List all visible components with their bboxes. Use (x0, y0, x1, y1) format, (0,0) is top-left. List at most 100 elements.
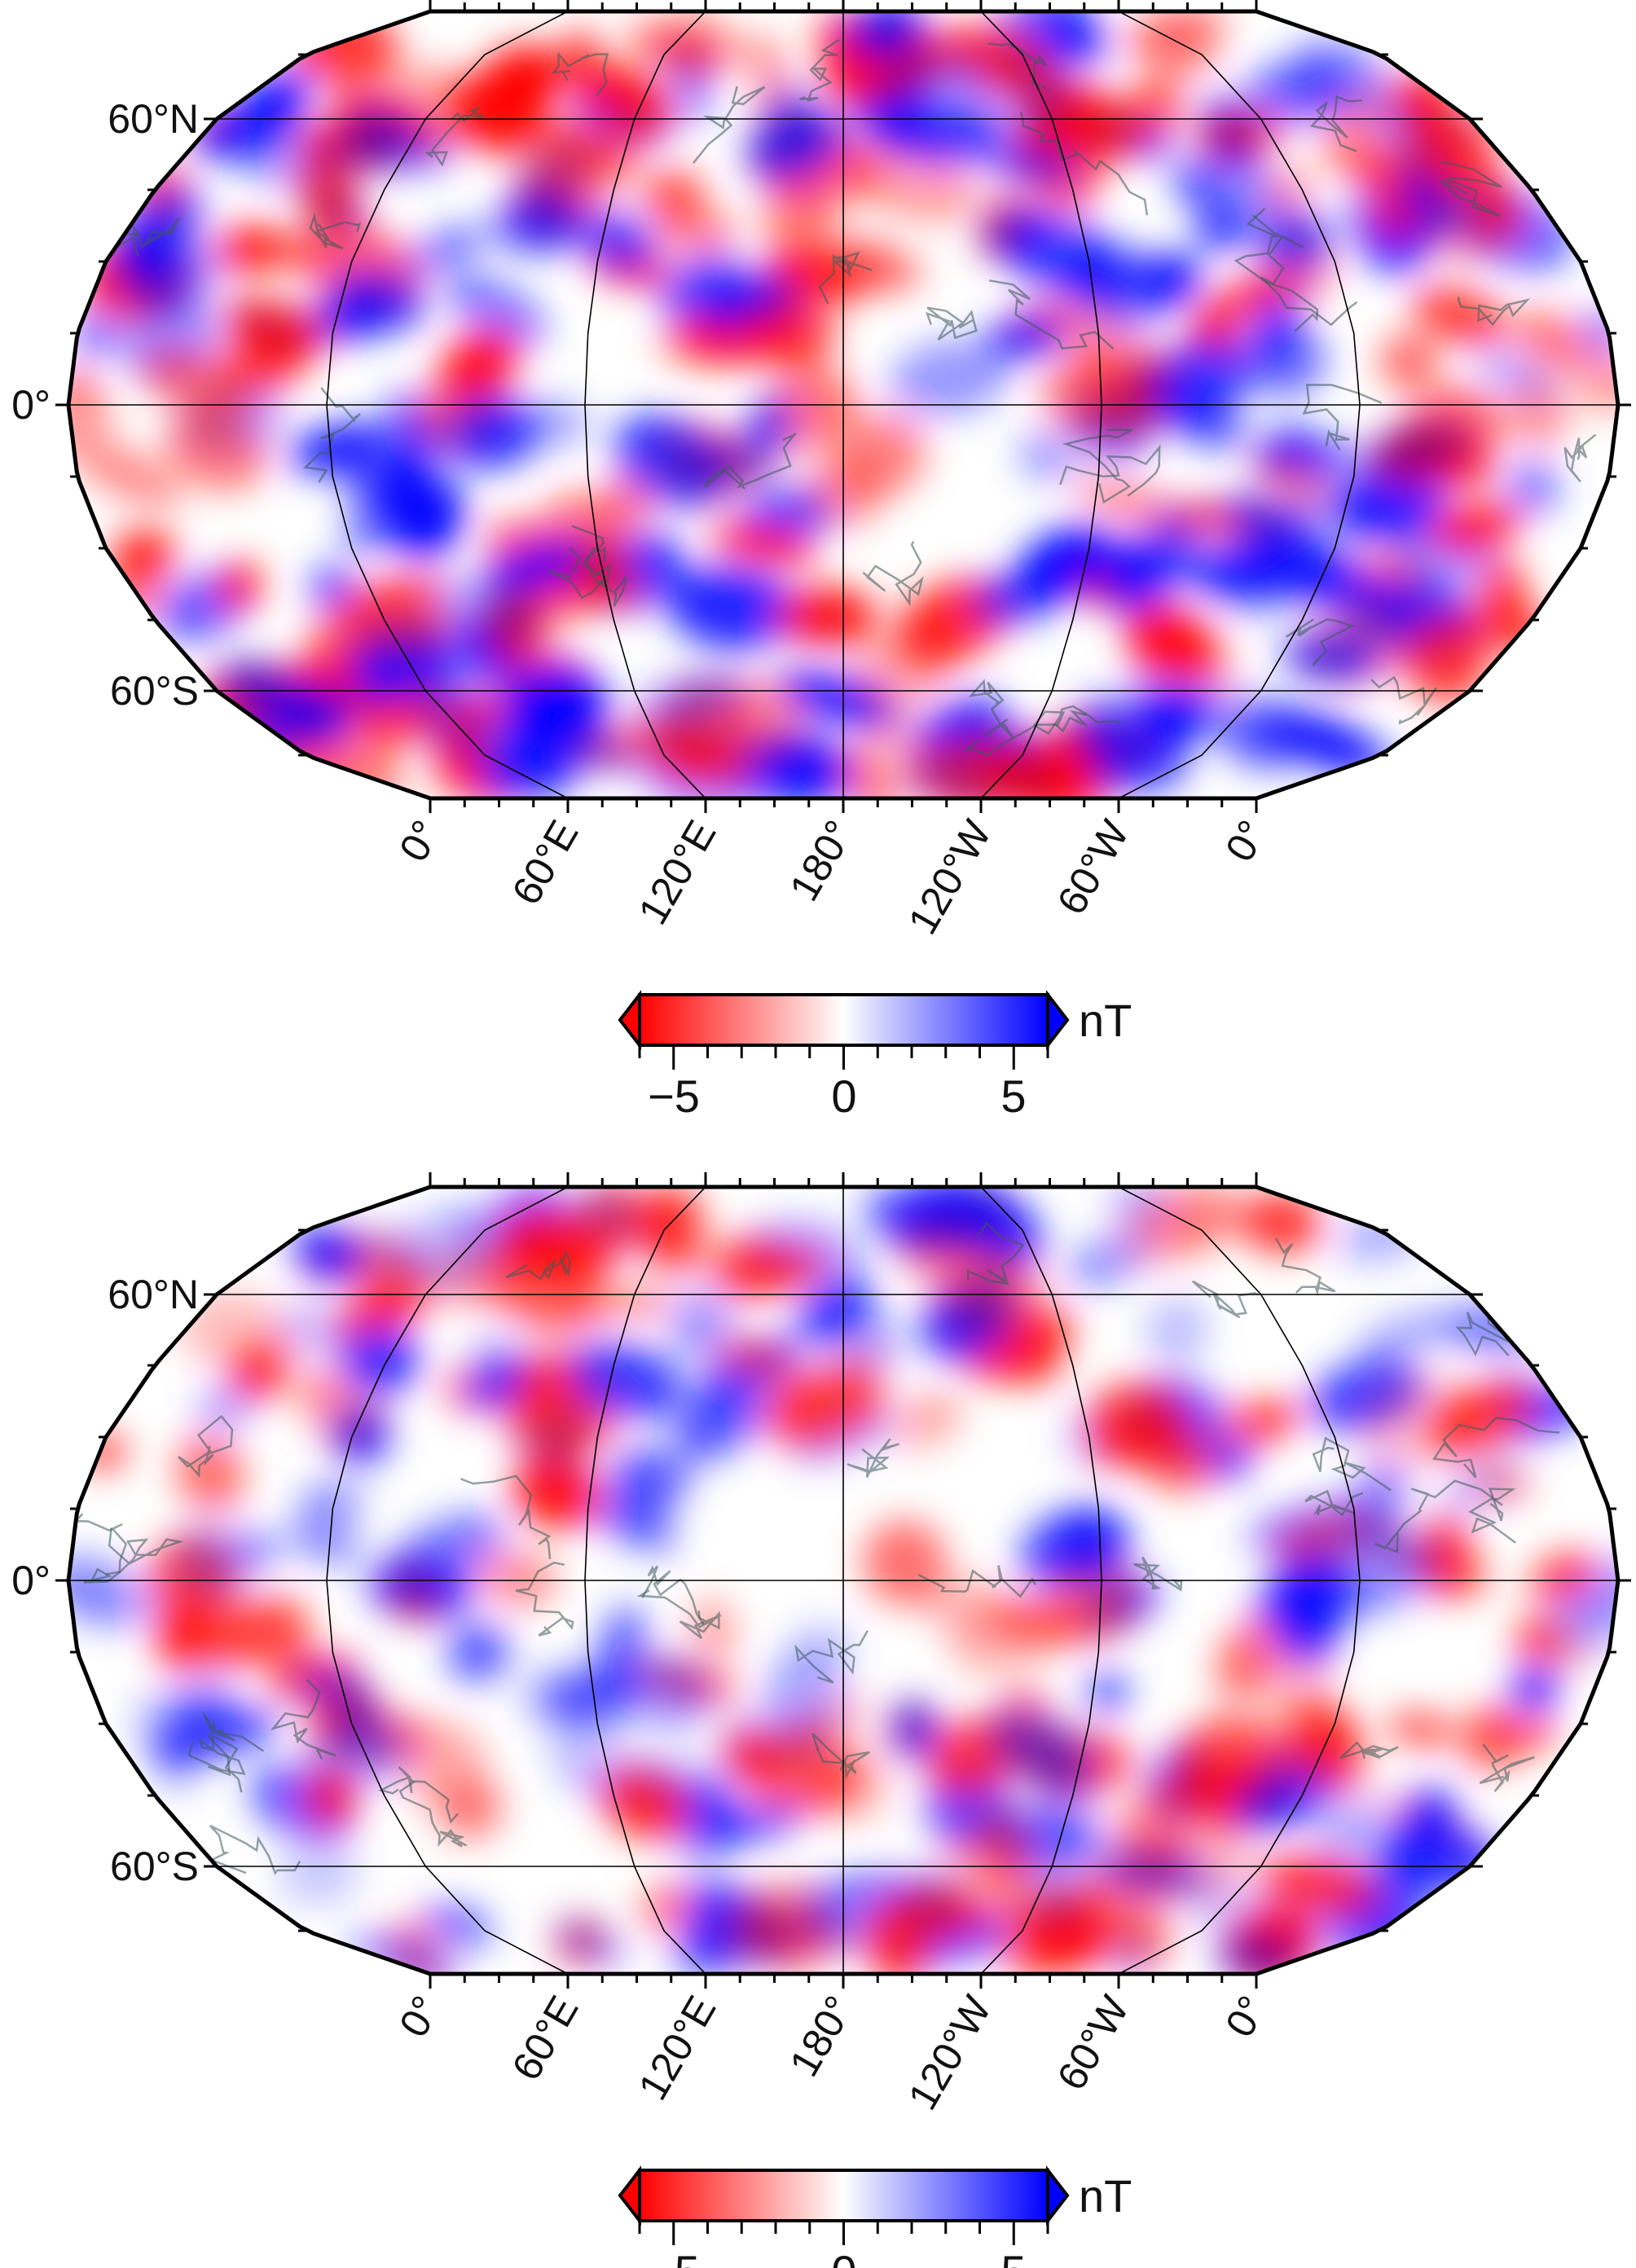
latitude-label: 60°S (110, 1844, 199, 1889)
positive-anomaly (675, 1385, 767, 1457)
positive-anomaly (1105, 541, 1172, 625)
negative-anomaly (1513, 310, 1592, 372)
colorbar-gradient (638, 2169, 1049, 2222)
negative-anomaly (68, 369, 99, 407)
positive-anomaly (622, 416, 667, 459)
positive-anomaly (433, 577, 541, 639)
coastlines (73, 1221, 1560, 1875)
colorbar-tick-label: 0 (831, 2246, 856, 2268)
positive-anomaly (394, 1206, 506, 1286)
negative-anomaly (1259, 1856, 1379, 1915)
positive-anomaly (1040, 11, 1106, 64)
colorbar-tick-label: −5 (648, 2246, 700, 2268)
negative-anomaly (222, 297, 330, 356)
longitude-label: 0° (1216, 1989, 1275, 2045)
positive-anomaly (348, 1935, 462, 1974)
frame-ticks (55, 0, 1631, 813)
positive-anomaly (749, 281, 799, 318)
negative-anomaly (1386, 1712, 1458, 1747)
positive-anomaly (1335, 470, 1446, 543)
longitude-label: 0° (1216, 813, 1275, 869)
negative-anomaly (512, 1455, 600, 1529)
negative-anomaly (1504, 380, 1569, 448)
colorbar-tick-label: −5 (648, 1070, 700, 1122)
negative-anomaly (1427, 1381, 1534, 1455)
positive-anomaly (974, 569, 1065, 624)
frame-ticks (55, 1172, 1631, 1989)
negative-anomaly (851, 629, 956, 710)
negative-anomaly (721, 1233, 780, 1295)
positive-anomaly (1238, 321, 1326, 398)
positive-anomaly (710, 1806, 800, 1843)
positive-anomaly (292, 1227, 359, 1281)
positive-anomaly (567, 1189, 635, 1229)
colorbar-low-arrow (618, 990, 641, 1050)
negative-anomaly (270, 1624, 317, 1699)
positive-anomaly (668, 565, 797, 650)
negative-anomaly (115, 530, 177, 571)
positive-anomaly (588, 1496, 676, 1551)
negative-anomaly (956, 25, 1055, 99)
positive-anomaly (1166, 689, 1285, 740)
positive-anomaly (620, 1653, 711, 1730)
coastlines (113, 38, 1597, 757)
positive-anomaly (1178, 152, 1280, 229)
negative-anomaly (938, 1250, 1044, 1329)
positive-anomaly (406, 226, 487, 273)
positive-anomaly (1356, 423, 1471, 477)
negative-anomaly (1001, 1337, 1062, 1387)
negative-anomaly (976, 182, 1025, 261)
positive-anomaly (447, 1624, 508, 1682)
negative-anomaly (1430, 505, 1521, 548)
magnetic-anomaly-field (68, 11, 1618, 798)
negative-anomaly (862, 1519, 947, 1606)
positive-anomaly (73, 310, 117, 357)
positive-anomaly (1066, 1232, 1149, 1289)
negative-anomaly (612, 722, 732, 768)
positive-anomaly (149, 1713, 198, 1791)
negative-anomaly (71, 439, 182, 508)
positive-anomaly (445, 274, 548, 345)
positive-anomaly (634, 670, 750, 726)
negative-anomaly (976, 1865, 1030, 1927)
positive-anomaly (385, 1513, 503, 1594)
negative-anomaly (763, 254, 864, 301)
latitude-label: 60°N (108, 96, 199, 142)
negative-anomaly (219, 561, 262, 609)
positive-anomaly (987, 316, 1065, 358)
positive-anomaly (1072, 720, 1135, 758)
longitude-label: 120°W (899, 1988, 1001, 2117)
positive-anomaly (1054, 1506, 1124, 1582)
positive-anomaly (889, 339, 1011, 417)
negative-anomaly (1515, 1620, 1561, 1656)
longitude-label: 60°W (1049, 812, 1138, 922)
longitude-label: 0° (390, 1989, 449, 2045)
positive-anomaly (493, 191, 583, 253)
longitude-label: 120°W (899, 812, 1001, 942)
negative-anomaly (891, 1391, 963, 1448)
positive-anomaly (629, 530, 679, 575)
positive-anomaly (197, 1385, 253, 1431)
positive-anomaly (622, 1756, 741, 1793)
positive-anomaly (1086, 1671, 1129, 1713)
positive-anomaly (424, 1905, 494, 1945)
positive-anomaly (300, 1485, 365, 1515)
positive-anomaly (582, 213, 656, 271)
negative-anomaly (1575, 347, 1618, 413)
negative-anomaly (216, 345, 297, 393)
negative-anomaly (1371, 197, 1419, 234)
positive-anomaly (982, 144, 1078, 182)
negative-anomaly (1462, 1704, 1523, 1770)
negative-anomaly (1242, 1192, 1322, 1255)
positive-anomaly (1402, 1787, 1457, 1857)
map-panel-1: 60°N 0° 60°S 0° 60°E 120°E 180° 120°W 60°W 0° −5 0 5… (11, 0, 1631, 1122)
positive-anomaly (675, 1781, 741, 1863)
negative-anomaly (656, 319, 734, 367)
colorbar-high-arrow (1046, 2165, 1070, 2226)
longitude-label: 120°E (630, 813, 725, 932)
positive-anomaly (343, 1325, 420, 1394)
positive-anomaly (217, 659, 298, 713)
colorbar-gradient (638, 993, 1049, 1047)
colorbar-low-arrow (618, 2165, 641, 2226)
